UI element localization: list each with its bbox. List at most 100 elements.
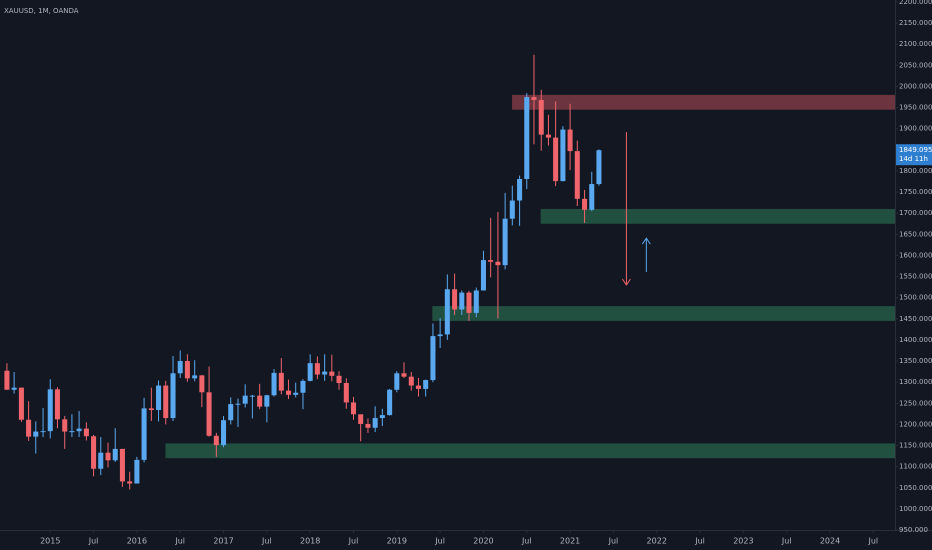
candle-body bbox=[387, 389, 393, 416]
candle-body bbox=[40, 431, 46, 433]
x-tick-label: 2017 bbox=[213, 537, 233, 546]
last-price-tag bbox=[896, 144, 932, 166]
candle-body bbox=[249, 395, 255, 397]
y-tick-label: 1050.000 bbox=[899, 484, 932, 492]
zone bbox=[432, 306, 895, 321]
candle-body bbox=[394, 373, 400, 390]
candle-body bbox=[459, 292, 465, 310]
candle-body bbox=[163, 385, 169, 419]
candle-body bbox=[322, 371, 328, 375]
x-tick-label: Jul bbox=[694, 537, 705, 546]
x-tick-label: 2023 bbox=[733, 537, 753, 546]
y-tick-label: 2200.000 bbox=[899, 0, 932, 6]
x-tick-label: Jul bbox=[261, 537, 272, 546]
candle-body bbox=[257, 395, 263, 407]
candle-body bbox=[495, 261, 501, 266]
x-tick-label: 2021 bbox=[560, 537, 580, 546]
candle-body bbox=[401, 373, 407, 377]
y-tick-label: 1800.000 bbox=[899, 167, 932, 175]
candle-body bbox=[192, 375, 198, 379]
candle-body bbox=[228, 404, 234, 421]
candle-body bbox=[242, 395, 248, 404]
y-tick-label: 1100.000 bbox=[899, 463, 932, 471]
candle-body bbox=[278, 372, 284, 391]
y-tick-label: 1900.000 bbox=[899, 125, 932, 133]
y-tick-label: 1150.000 bbox=[899, 442, 932, 450]
candle-body bbox=[567, 129, 573, 152]
y-tick-label: 1700.000 bbox=[899, 209, 932, 217]
x-tick-label: Jul bbox=[781, 537, 792, 546]
candle-body bbox=[553, 137, 559, 182]
x-tick-label: Jul bbox=[608, 537, 619, 546]
candle-body bbox=[509, 200, 515, 219]
candle-body bbox=[47, 389, 53, 432]
candle-body bbox=[221, 420, 227, 446]
candle-body bbox=[199, 375, 205, 393]
candle-body bbox=[69, 431, 75, 433]
candle-body bbox=[134, 459, 140, 484]
candle-body bbox=[574, 151, 580, 199]
candle-body bbox=[98, 452, 104, 469]
candle-body bbox=[105, 452, 111, 461]
x-tick-label: Jul bbox=[521, 537, 532, 546]
x-tick-label: Jul bbox=[348, 537, 359, 546]
arrow-head bbox=[641, 237, 651, 245]
y-tick-label: 2000.000 bbox=[899, 82, 932, 90]
candle-body bbox=[480, 260, 486, 291]
y-tick-label: 2100.000 bbox=[899, 40, 932, 48]
candle-body bbox=[33, 431, 39, 437]
x-tick-label: 2024 bbox=[820, 537, 840, 546]
candle-body bbox=[365, 423, 371, 428]
candle-body bbox=[473, 290, 479, 313]
y-tick-label: 1950.000 bbox=[899, 104, 932, 112]
candle-body bbox=[415, 385, 421, 389]
candle-body bbox=[271, 372, 277, 396]
candle-body bbox=[141, 408, 147, 460]
candle-body bbox=[177, 361, 183, 374]
candle-body bbox=[372, 418, 378, 428]
candle-body bbox=[545, 134, 551, 138]
candle-body bbox=[235, 403, 241, 405]
candle-body bbox=[517, 178, 523, 201]
candle-body bbox=[11, 387, 17, 390]
x-tick-label: 2020 bbox=[473, 537, 493, 546]
candle-body bbox=[83, 428, 89, 437]
plot-area bbox=[4, 54, 896, 490]
candle-body bbox=[314, 363, 320, 375]
candle-body bbox=[524, 97, 530, 179]
candle-body bbox=[423, 380, 429, 389]
candle-body bbox=[4, 370, 10, 390]
y-tick-label: 2150.000 bbox=[899, 19, 932, 27]
x-tick-label: Jul bbox=[434, 537, 445, 546]
candle-body bbox=[206, 392, 212, 436]
x-tick-label: Jul bbox=[868, 537, 879, 546]
candle-body bbox=[444, 289, 450, 335]
candle-body bbox=[430, 336, 436, 381]
arrow-head bbox=[621, 278, 631, 286]
candle-body bbox=[408, 376, 414, 386]
candle-body bbox=[329, 371, 335, 376]
y-tick-label: 1400.000 bbox=[899, 336, 932, 344]
y-tick-label: 1450.000 bbox=[899, 315, 932, 323]
y-tick-label: 1250.000 bbox=[899, 399, 932, 407]
candle-body bbox=[293, 392, 299, 395]
candle-body bbox=[18, 387, 24, 420]
y-tick-label: 1650.000 bbox=[899, 230, 932, 238]
candle-body bbox=[76, 428, 82, 432]
zone bbox=[540, 208, 895, 224]
y-tick-label: 1000.000 bbox=[899, 505, 932, 513]
zone bbox=[165, 443, 896, 459]
x-tick-label: Jul bbox=[174, 537, 185, 546]
candle-body bbox=[127, 481, 133, 484]
candle-body bbox=[62, 419, 68, 432]
y-tick-label: 1600.000 bbox=[899, 251, 932, 259]
x-tick-label: 2016 bbox=[127, 537, 147, 546]
y-tick-label: 1750.000 bbox=[899, 188, 932, 196]
y-tick-label: 2050.000 bbox=[899, 61, 932, 69]
candle-body bbox=[488, 260, 494, 262]
candle-body bbox=[502, 218, 508, 266]
x-tick-label: 2018 bbox=[300, 537, 320, 546]
candle-body bbox=[379, 415, 385, 419]
